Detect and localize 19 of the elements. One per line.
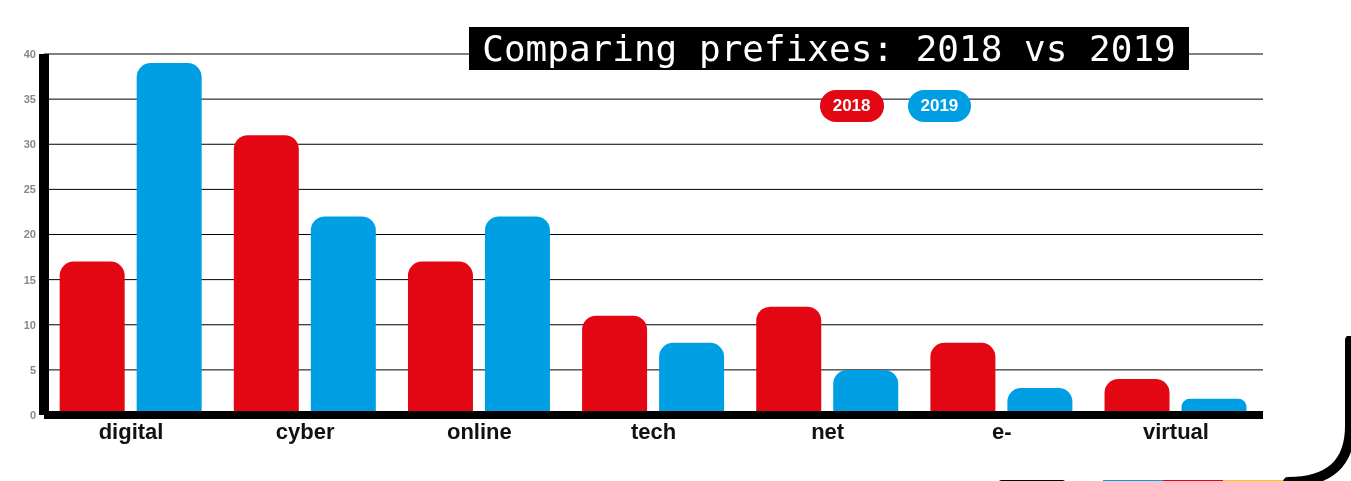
y-tick-label: 5 (29, 363, 36, 376)
x-tick-label: online (446, 418, 512, 444)
y-tick-label: 15 (23, 273, 36, 286)
y-tick-label: 0 (29, 408, 36, 421)
x-tick-label: net (811, 418, 845, 444)
text: 2018 (819, 90, 884, 122)
y-tick-label: 20 (23, 228, 36, 241)
x-tick-label: e- (992, 418, 1012, 444)
text: 2019 (907, 90, 972, 122)
x-tick-label: virtual (1142, 418, 1209, 444)
y-tick-label: 25 (23, 183, 36, 196)
y-tick-label: 35 (23, 93, 36, 106)
x-tick-label: tech (630, 418, 677, 444)
x-tick-label: cyber (275, 418, 335, 444)
x-tick-label: digital (98, 418, 164, 444)
y-tick-label: 10 (23, 318, 36, 331)
chart-title: Comparing prefixes: 2018 vs 2019 (469, 27, 1189, 70)
y-tick-label: 30 (23, 138, 36, 151)
y-tick-label: 40 (23, 47, 36, 60)
